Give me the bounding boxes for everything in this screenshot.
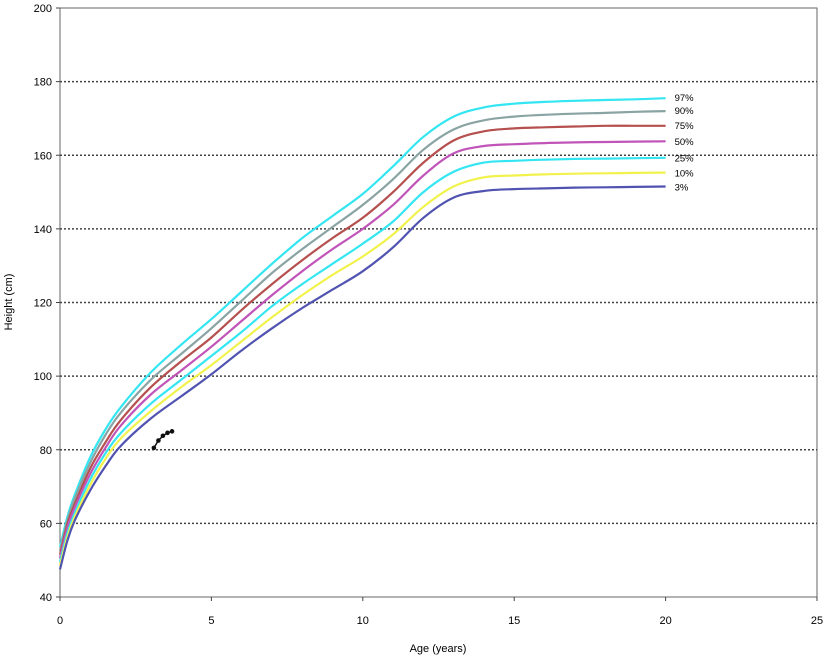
observed-point <box>151 445 157 451</box>
series-label: 25% <box>675 154 695 165</box>
y-tick-label: 200 <box>34 3 52 15</box>
series-label: 97% <box>675 93 695 104</box>
series-line-3pct <box>58 185 666 570</box>
series-line-97pct <box>58 97 666 548</box>
x-axis-ticks: 0 5 10 15 20 25 <box>57 597 823 627</box>
series-line-75pct <box>58 124 666 555</box>
y-tick-label: 40 <box>40 592 52 604</box>
observed-point <box>165 430 170 436</box>
x-tick-label: 0 <box>57 615 63 627</box>
x-axis-title: Age (years) <box>410 643 467 655</box>
series-line-50pct <box>58 140 666 559</box>
y-tick-label: 160 <box>34 150 52 162</box>
x-tick-label: 5 <box>208 615 214 627</box>
percentile-curves <box>58 97 666 570</box>
series-line-10pct <box>58 171 666 566</box>
series-label: 75% <box>675 121 695 132</box>
x-tick-label: 25 <box>811 615 823 627</box>
percentile-labels: 97% 90% 75% 50% 25% 10% 3% <box>675 93 695 194</box>
y-tick-label: 120 <box>34 298 52 310</box>
series-line-25pct <box>58 156 666 563</box>
y-tick-label: 100 <box>34 371 52 383</box>
observed-point <box>156 438 161 443</box>
y-tick-label: 180 <box>34 77 52 89</box>
y-tick-label: 60 <box>40 518 52 530</box>
series-line-90pct <box>58 110 666 552</box>
y-tick-label: 140 <box>34 224 52 236</box>
x-tick-label: 20 <box>659 615 671 627</box>
y-axis-title: Height (cm) <box>3 274 15 331</box>
series-label: 50% <box>675 137 695 148</box>
x-tick-label: 15 <box>508 615 520 627</box>
x-tick-label: 10 <box>357 615 369 627</box>
series-label: 90% <box>675 106 695 117</box>
y-tick-label: 80 <box>40 445 52 457</box>
series-label: 3% <box>675 183 689 194</box>
plot-area <box>59 7 818 598</box>
series-label: 10% <box>675 168 695 179</box>
observed-point <box>169 429 175 434</box>
observed-points <box>151 429 175 451</box>
observed-point <box>160 433 166 439</box>
y-axis-ticks: 40 60 80 100 120 140 160 180 200 <box>34 3 60 604</box>
